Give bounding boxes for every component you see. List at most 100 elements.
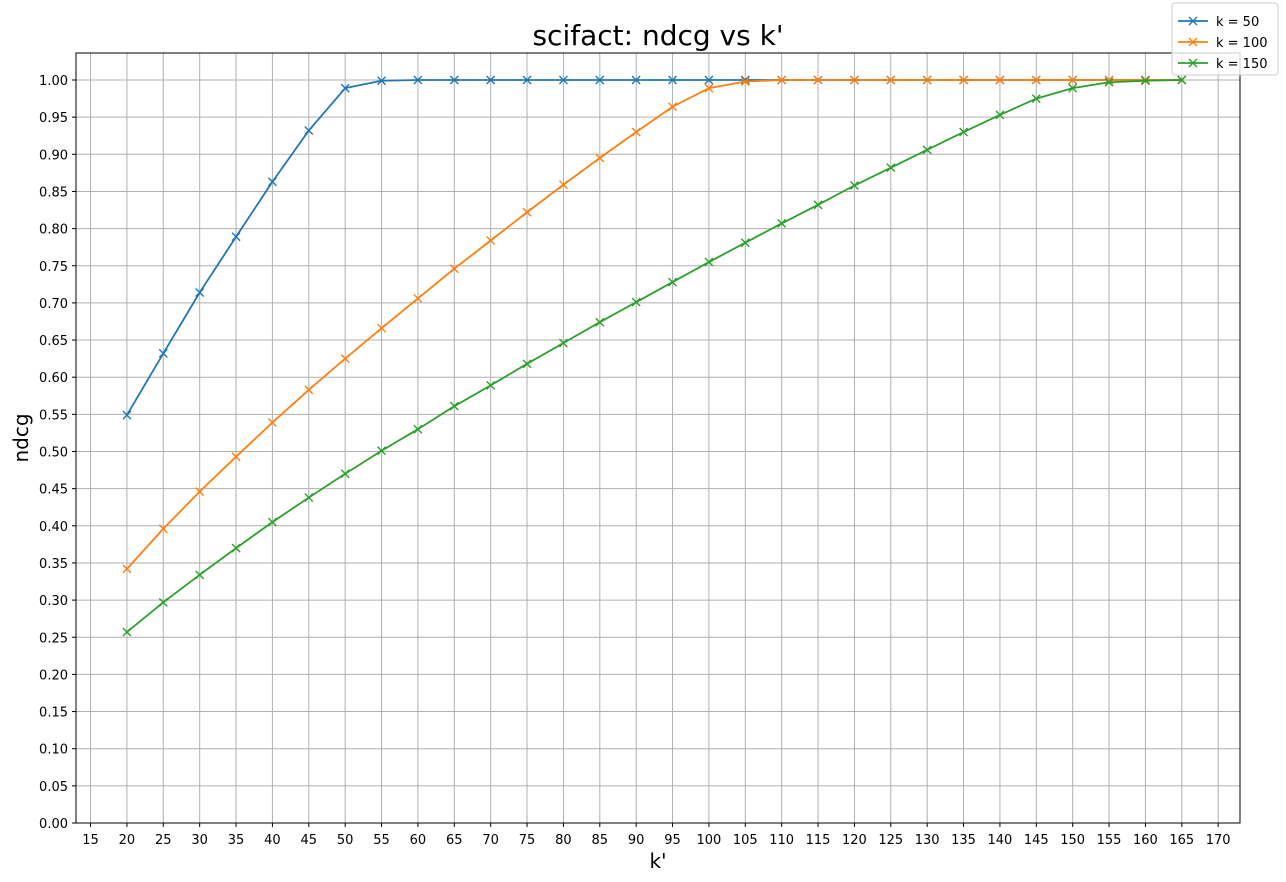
- data-point-marker: [704, 257, 714, 267]
- x-tick-label: 135: [951, 833, 976, 848]
- axis-ticks: 15 20 25 30 35 40 45 50 55 60 65 70 75 80 85 90 95 100 105…: [39, 74, 1231, 848]
- data-point-marker: [340, 83, 350, 93]
- data-point-marker: [231, 232, 241, 242]
- x-tick-label: 95: [664, 833, 681, 848]
- data-point-marker: [595, 153, 605, 163]
- data-point-marker: [777, 218, 787, 228]
- x-tick-label: 70: [482, 833, 499, 848]
- y-tick-label: 0.15: [39, 706, 68, 721]
- data-point-marker: [558, 75, 568, 85]
- data-point-marker: [668, 102, 678, 112]
- data-point-marker: [668, 277, 678, 287]
- x-tick-label: 15: [82, 833, 99, 848]
- data-point-marker: [777, 75, 787, 85]
- data-point-marker: [995, 110, 1005, 120]
- data-point-marker: [631, 127, 641, 137]
- x-tick-label: 35: [228, 833, 245, 848]
- data-point-marker: [449, 401, 459, 411]
- data-point-marker: [122, 410, 132, 420]
- data-point-marker: [195, 487, 205, 497]
- data-point-marker: [158, 348, 168, 358]
- data-point-marker: [267, 418, 277, 428]
- data-point-marker: [486, 235, 496, 245]
- data-point-marker: [522, 207, 532, 217]
- data-point-marker: [522, 359, 532, 369]
- data-point-marker: [158, 597, 168, 607]
- x-tick-label: 80: [555, 833, 572, 848]
- series-2: [122, 75, 1187, 574]
- data-point-marker: [304, 493, 314, 503]
- data-point-marker: [704, 75, 714, 85]
- data-point-marker: [1104, 77, 1114, 87]
- data-point-marker: [813, 75, 823, 85]
- plot-frame: [75, 52, 1241, 824]
- x-tick-label: 55: [373, 833, 390, 848]
- x-tick-label: 45: [301, 833, 318, 848]
- data-point-marker: [231, 452, 241, 462]
- legend-marker: [1188, 58, 1198, 68]
- x-tick-label: 85: [592, 833, 609, 848]
- series-line: [126, 79, 1182, 416]
- data-point-marker: [304, 126, 314, 136]
- legend-marker: [1188, 16, 1198, 26]
- y-tick-label: 0.45: [39, 483, 68, 498]
- y-tick-label: 0.35: [39, 557, 68, 572]
- data-point-marker: [922, 145, 932, 155]
- x-tick-label: 145: [1024, 833, 1049, 848]
- data-point-marker: [558, 180, 568, 190]
- x-tick-label: 165: [1169, 833, 1194, 848]
- data-point-marker: [995, 75, 1005, 85]
- y-tick-label: 0.00: [39, 817, 68, 832]
- data-point-marker: [813, 200, 823, 210]
- y-tick-label: 1.00: [39, 74, 68, 89]
- data-point-marker: [413, 75, 423, 85]
- x-tick-label: 50: [337, 833, 354, 848]
- data-point-marker: [558, 338, 568, 348]
- data-point-marker: [486, 75, 496, 85]
- y-tick-label: 0.75: [39, 260, 68, 275]
- x-tick-label: 75: [519, 833, 536, 848]
- legend: k = 50 k = 100 k = 150: [1171, 2, 1279, 76]
- data-point-marker: [740, 76, 750, 86]
- x-tick-label: 100: [697, 833, 722, 848]
- x-tick-label: 160: [1133, 833, 1158, 848]
- legend-item: k = 50: [1178, 15, 1259, 30]
- x-tick-label: 150: [1060, 833, 1085, 848]
- data-point-marker: [158, 524, 168, 534]
- x-tick-label: 105: [733, 833, 758, 848]
- x-tick-label: 60: [410, 833, 427, 848]
- y-tick-label: 0.50: [39, 446, 68, 461]
- data-point-marker: [1068, 75, 1078, 85]
- grid: [76, 53, 1240, 824]
- data-point-marker: [267, 517, 277, 527]
- data-point-marker: [704, 83, 714, 93]
- y-tick-label: 0.95: [39, 111, 68, 126]
- legend-marker: [1188, 37, 1198, 47]
- data-point-marker: [231, 543, 241, 553]
- x-tick-label: 90: [628, 833, 645, 848]
- data-point-marker: [631, 297, 641, 307]
- legend-item: k = 100: [1178, 36, 1268, 51]
- data-point-marker: [849, 75, 859, 85]
- y-tick-label: 0.10: [39, 743, 68, 758]
- data-point-marker: [195, 570, 205, 580]
- data-point-marker: [340, 469, 350, 479]
- y-tick-label: 0.85: [39, 185, 68, 200]
- data-point-marker: [849, 181, 859, 191]
- data-point-marker: [195, 288, 205, 297]
- data-point-marker: [377, 446, 387, 456]
- y-tick-label: 0.20: [39, 668, 68, 683]
- data-point-marker: [1140, 76, 1150, 86]
- data-point-marker: [377, 76, 387, 86]
- data-point-marker: [740, 238, 750, 248]
- chart-title: scifact: ndcg vs k': [532, 19, 783, 52]
- y-tick-label: 0.30: [39, 594, 68, 609]
- data-point-marker: [449, 75, 459, 85]
- data-point-marker: [267, 177, 277, 187]
- x-tick-label: 30: [191, 833, 208, 848]
- y-tick-label: 0.70: [39, 297, 68, 312]
- series-line: [126, 79, 1182, 633]
- data-point-marker: [922, 75, 932, 85]
- y-tick-label: 0.80: [39, 223, 68, 238]
- data-point-marker: [1068, 83, 1078, 93]
